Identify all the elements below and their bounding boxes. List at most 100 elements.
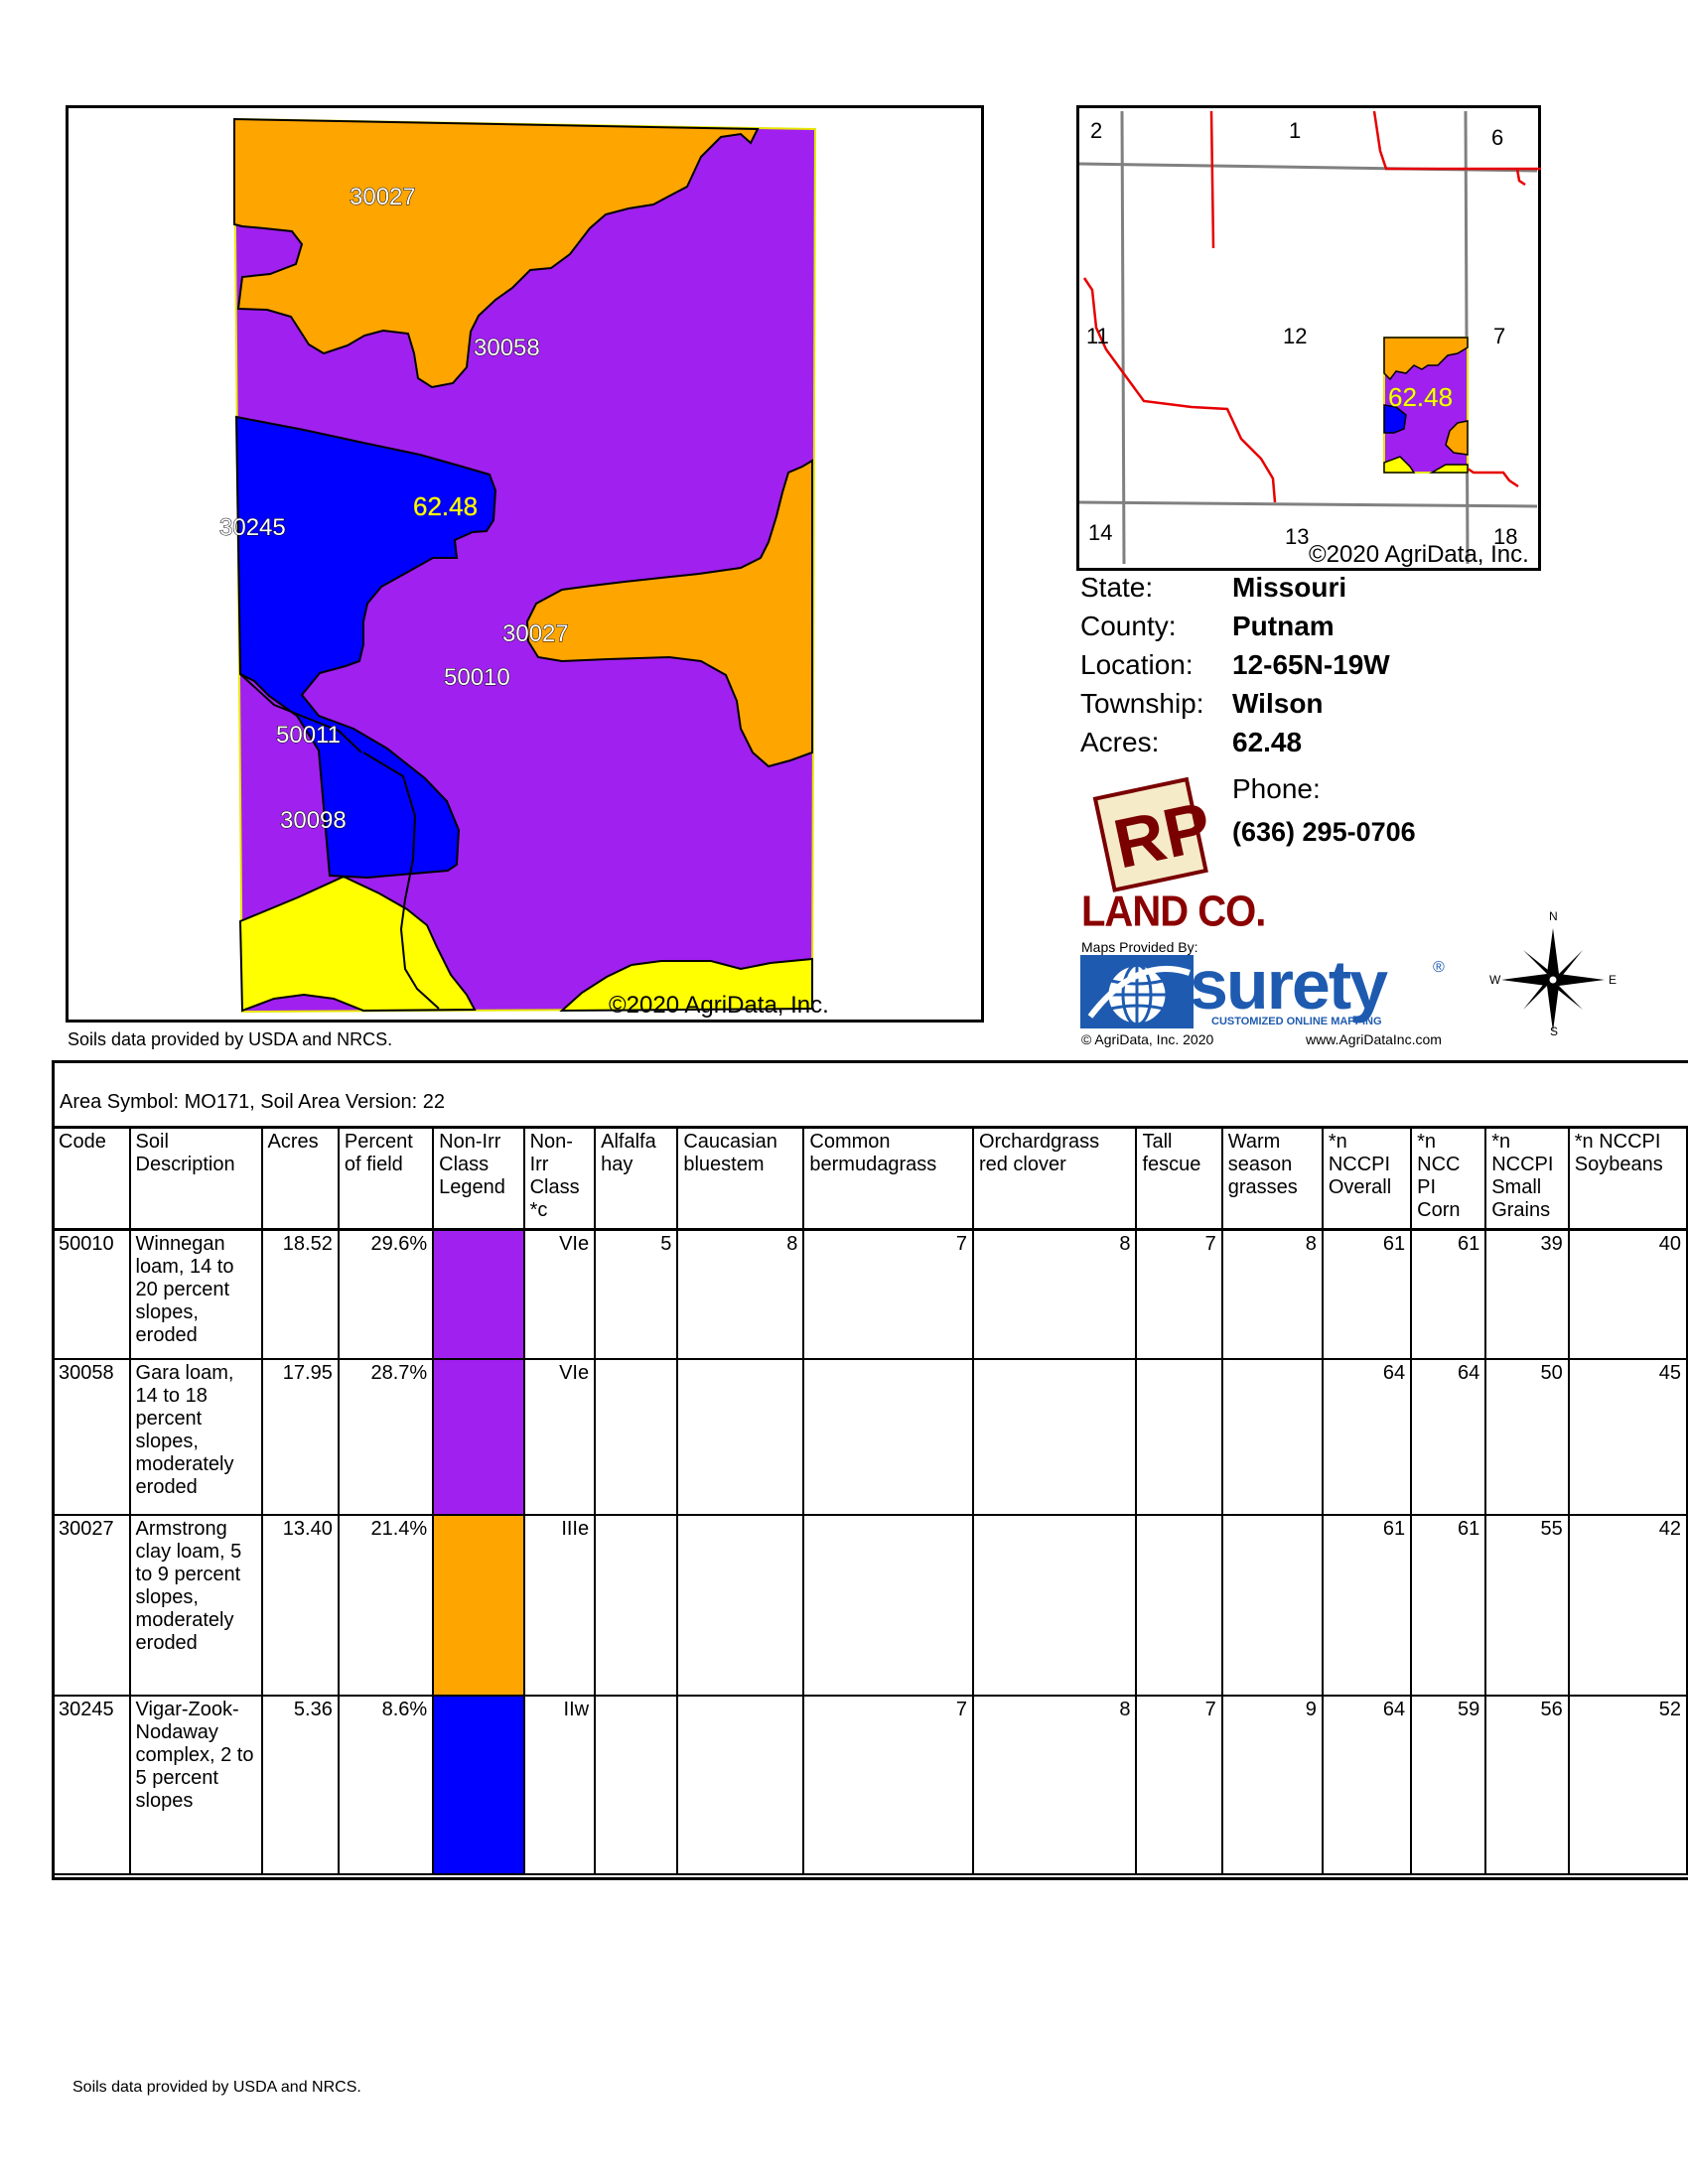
soil-region-30027-top	[233, 117, 760, 389]
section-number: 6	[1491, 125, 1503, 150]
cell-fescue	[1135, 1357, 1223, 1516]
cell-acres: 5.36	[260, 1694, 340, 1875]
cell-code: 50010	[52, 1228, 131, 1360]
phone-label: Phone:	[1232, 773, 1321, 804]
compass-e: E	[1609, 973, 1617, 987]
state-value: Missouri	[1232, 572, 1347, 603]
cell-corn: 59	[1410, 1694, 1487, 1875]
compass-n: N	[1549, 909, 1558, 923]
section-number: 2	[1090, 118, 1102, 143]
phone-value: (636) 295-0706	[1232, 817, 1416, 847]
soil-map[interactable]: 30027 30058 30245 30027 50010 50011 3009…	[66, 105, 984, 1023]
cell-small: 50	[1484, 1357, 1570, 1516]
class-legend-swatch	[432, 1357, 525, 1516]
column-header: Alfalfa hay	[594, 1126, 679, 1231]
township-value: Wilson	[1232, 688, 1324, 719]
column-header: Acres	[260, 1126, 340, 1231]
cell-soy: 52	[1567, 1694, 1688, 1875]
cell-bermuda	[802, 1513, 974, 1697]
cell-pct: 28.7%	[337, 1357, 435, 1516]
cell-fescue: 7	[1135, 1228, 1223, 1360]
cell-soy: 42	[1567, 1513, 1688, 1697]
compass-s: S	[1550, 1024, 1558, 1038]
map-label-30058: 30058	[474, 335, 540, 361]
cell-cls: VIe	[522, 1357, 597, 1516]
cell-orchard	[971, 1513, 1138, 1697]
soils-note-bottom: Soils data provided by USDA and NRCS.	[72, 2079, 361, 2096]
soil-region-30027-mid	[525, 459, 813, 768]
cell-caucasian	[676, 1357, 805, 1516]
cell-soy: 45	[1567, 1357, 1688, 1516]
column-header: Tall fescue	[1135, 1126, 1223, 1231]
soil-region-30098	[238, 875, 477, 1013]
cell-warm: 9	[1220, 1694, 1324, 1875]
cell-overall: 61	[1321, 1228, 1413, 1360]
inset-field	[1383, 337, 1469, 474]
maps-provided-by: Maps Provided By:	[1081, 939, 1198, 955]
table-row: 30245 Vigar-Zook-Nodaway complex, 2 to 5 …	[52, 1694, 1688, 1875]
cell-code: 30027	[52, 1513, 131, 1697]
cell-acres: 13.40	[260, 1513, 340, 1697]
column-header: *n NCCPI Small Grains	[1484, 1126, 1570, 1231]
map-label-50011: 50011	[276, 722, 341, 749]
cell-overall: 61	[1321, 1513, 1413, 1697]
state-label: State:	[1080, 572, 1154, 603]
rp-logo-text: RP	[1107, 787, 1215, 884]
class-legend-swatch	[432, 1228, 525, 1360]
surety-registered-mark: ®	[1433, 959, 1445, 976]
cell-warm: 8	[1220, 1228, 1324, 1360]
location-label: Location:	[1080, 649, 1194, 680]
surety-wordmark: surety	[1190, 946, 1388, 1024]
cell-small: 55	[1484, 1513, 1570, 1697]
cell-desc: Winnegan loam, 14 to 20 percent slopes, …	[128, 1228, 263, 1360]
table-row: 30058 Gara loam, 14 to 18 percent slopes,…	[52, 1357, 1688, 1516]
cell-alfalfa	[594, 1694, 679, 1875]
compass-rose-icon: N S E W	[1489, 909, 1617, 1038]
section-number: 12	[1283, 324, 1307, 348]
cell-alfalfa: 5	[594, 1228, 679, 1360]
area-symbol: Area Symbol: MO171, Soil Area Version: 2…	[60, 1091, 445, 1113]
column-header: Orchardgrass red clover	[971, 1126, 1138, 1231]
cell-code: 30245	[52, 1694, 131, 1875]
section-number: 1	[1289, 118, 1301, 143]
table-header-row: Code Soil Description Acres Percent of fiel…	[52, 1126, 1688, 1231]
cell-overall: 64	[1321, 1694, 1413, 1875]
agridata-copyright: © AgriData, Inc. 2020	[1081, 1031, 1214, 1047]
column-header: *n NCC PI Corn	[1410, 1126, 1487, 1231]
cell-warm	[1220, 1357, 1324, 1516]
column-header: Soil Description	[128, 1126, 263, 1231]
main-map-frame	[66, 105, 984, 1023]
inset-map[interactable]: 62.48 2 1 6 11 12 7 14 13 18 ©2020 AgriD…	[1076, 105, 1541, 571]
cell-cls: IIIe	[522, 1513, 597, 1697]
map-label-30027-mid: 30027	[502, 620, 569, 647]
cell-bermuda: 7	[802, 1228, 974, 1360]
cell-caucasian: 8	[676, 1228, 805, 1360]
cell-caucasian	[676, 1694, 805, 1875]
surety-globe-icon	[1080, 955, 1194, 1028]
cell-desc: Vigar-Zook-Nodaway complex, 2 to 5 perce…	[128, 1694, 263, 1875]
column-header: Non-Irr Class *c	[522, 1126, 597, 1231]
cell-cls: IIw	[522, 1694, 597, 1875]
class-legend-swatch	[432, 1694, 525, 1875]
location-value: 12-65N-19W	[1232, 649, 1390, 680]
cell-small: 39	[1484, 1228, 1570, 1360]
cell-desc: Armstrong clay loam, 5 to 9 percent slop…	[128, 1513, 263, 1697]
cell-code: 30058	[52, 1357, 131, 1516]
section-number: 14	[1088, 520, 1112, 545]
surety-tagline: CUSTOMIZED ONLINE MAPPING	[1211, 1016, 1382, 1027]
column-header: Non-Irr Class Legend	[432, 1126, 525, 1231]
soil-table: Code Soil Description Acres Percent of fiel…	[52, 1126, 1688, 1875]
cell-overall: 64	[1321, 1357, 1413, 1516]
cell-pct: 29.6%	[337, 1228, 435, 1360]
land-co-text: LAND CO.	[1081, 887, 1266, 936]
county-label: County:	[1080, 611, 1177, 641]
cell-bermuda	[802, 1357, 974, 1516]
soil-boundary-30245-lower	[239, 673, 362, 753]
cell-acres: 17.95	[260, 1357, 340, 1516]
agridata-url: www.AgriDataInc.com	[1306, 1031, 1442, 1047]
cell-pct: 21.4%	[337, 1513, 435, 1697]
inset-map-copyright: ©2020 AgriData, Inc.	[1309, 541, 1529, 568]
cell-corn: 61	[1410, 1513, 1487, 1697]
map-label-30098: 30098	[280, 807, 347, 834]
table-row: 30027 Armstrong clay loam, 5 to 9 percent…	[52, 1513, 1688, 1697]
